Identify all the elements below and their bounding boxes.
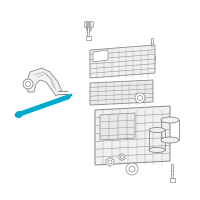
- Circle shape: [88, 28, 90, 30]
- Polygon shape: [90, 80, 153, 105]
- Circle shape: [129, 166, 135, 172]
- Circle shape: [86, 26, 92, 31]
- Polygon shape: [95, 106, 170, 165]
- Polygon shape: [170, 178, 174, 182]
- Ellipse shape: [149, 148, 165, 152]
- Circle shape: [16, 111, 22, 118]
- Polygon shape: [151, 38, 153, 56]
- Polygon shape: [90, 45, 155, 78]
- Polygon shape: [106, 158, 114, 166]
- Polygon shape: [171, 164, 173, 178]
- Circle shape: [135, 93, 145, 103]
- Circle shape: [23, 79, 33, 89]
- Polygon shape: [26, 68, 62, 96]
- FancyBboxPatch shape: [85, 22, 93, 27]
- Ellipse shape: [149, 128, 165, 132]
- Circle shape: [138, 96, 142, 100]
- Polygon shape: [93, 50, 108, 62]
- Ellipse shape: [161, 137, 179, 143]
- Polygon shape: [119, 154, 125, 160]
- Polygon shape: [86, 36, 90, 40]
- Polygon shape: [149, 56, 155, 60]
- Circle shape: [108, 160, 112, 164]
- Polygon shape: [100, 113, 135, 140]
- Circle shape: [126, 163, 138, 175]
- Circle shape: [120, 155, 124, 159]
- Polygon shape: [87, 22, 89, 36]
- Ellipse shape: [161, 117, 179, 123]
- Circle shape: [26, 82, 30, 86]
